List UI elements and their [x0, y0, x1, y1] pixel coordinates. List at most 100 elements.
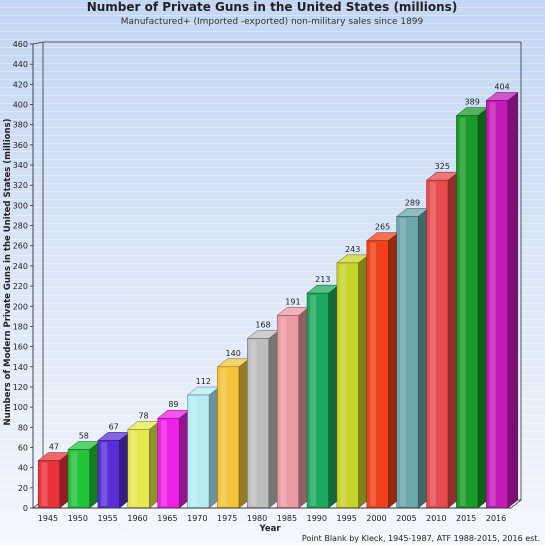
data-label: 265: [375, 223, 390, 232]
x-tick-label: 1975: [217, 514, 237, 523]
chart-subtitle: Manufactured+ (Imported -exported) non-m…: [121, 17, 424, 27]
y-tick-label: 120: [13, 383, 28, 392]
bar-1990: 213: [306, 275, 340, 509]
y-axis-ticks: 0 20 40 60 80 100 120 140 160 180 200 220 240 260 280 3…: [13, 40, 33, 513]
source-note: Point Blank by Kleck, 1945-1987, ATF 198…: [302, 534, 540, 543]
x-tick-label: 1955: [98, 514, 118, 523]
bar-highlight: [370, 242, 377, 506]
y-tick-label: 60: [18, 443, 28, 452]
bar-highlight: [429, 182, 436, 506]
bar-highlight: [190, 397, 197, 506]
y-tick-label: 0: [23, 504, 28, 513]
bar-highlight: [41, 462, 48, 506]
bar-highlight: [489, 102, 496, 507]
data-label: 243: [345, 245, 360, 254]
data-label: 89: [168, 400, 178, 409]
y-tick-label: 360: [13, 141, 28, 150]
bar-1975: 140: [216, 349, 250, 509]
bar-highlight: [220, 368, 227, 506]
y-tick-label: 400: [13, 101, 28, 110]
y-tick-label: 280: [13, 222, 28, 231]
data-label: 389: [465, 98, 480, 107]
x-tick-label: 1965: [157, 514, 177, 523]
bar-highlight: [280, 317, 287, 506]
y-tick-label: 20: [18, 484, 28, 493]
y-tick-label: 80: [18, 423, 28, 432]
data-label: 289: [405, 198, 420, 207]
y-tick-label: 380: [13, 121, 28, 130]
y-tick-label: 200: [13, 302, 28, 311]
bar-2010: 325: [425, 162, 459, 509]
y-tick-label: 40: [18, 464, 28, 473]
data-label: 47: [49, 443, 59, 452]
data-label: 140: [226, 349, 241, 358]
bar-1955: 67: [97, 422, 131, 509]
data-label: 213: [315, 275, 330, 284]
bar-highlight: [399, 218, 406, 507]
x-tick-label: 1985: [277, 514, 297, 523]
bar-side: [507, 91, 519, 509]
x-tick-label: 1970: [187, 514, 207, 523]
data-label: 58: [79, 431, 89, 440]
bar-2000: 265: [366, 223, 400, 509]
x-tick-label: 2015: [456, 514, 476, 523]
bar-1970: 112: [186, 377, 220, 509]
x-tick-label: 2005: [396, 514, 416, 523]
data-label: 191: [285, 297, 300, 306]
y-tick-label: 160: [13, 343, 28, 352]
y-tick-label: 240: [13, 262, 28, 271]
bar-highlight: [101, 442, 108, 506]
data-label: 67: [109, 422, 119, 431]
x-tick-label: 1980: [247, 514, 267, 523]
data-label: 112: [196, 377, 211, 386]
y-tick-label: 140: [13, 363, 28, 372]
x-tick-label: 1995: [337, 514, 357, 523]
x-tick-label: 1950: [68, 514, 88, 523]
bar-2016: 404: [485, 82, 519, 509]
data-label: 168: [255, 321, 270, 330]
bar-2015: 389: [455, 98, 489, 509]
y-axis-label: Numbers of Modern Private Guns in the Un…: [3, 118, 13, 425]
bar-1980: 168: [246, 321, 280, 509]
bar-highlight: [160, 420, 167, 506]
x-tick-label: 1945: [38, 514, 58, 523]
bar-highlight: [310, 295, 317, 506]
bar-1960: 78: [127, 411, 161, 509]
x-axis-ticks: 1945 1950 1955 1960 1965 1970 1975 1980 1985 1990…: [38, 514, 506, 523]
bar-1950: 58: [67, 431, 101, 509]
bar-1985: 191: [276, 297, 310, 509]
x-axis-label: Year: [258, 524, 281, 534]
x-tick-label: 1990: [307, 514, 327, 523]
x-tick-label: 2010: [426, 514, 446, 523]
bar-highlight: [250, 340, 257, 506]
data-label: 404: [494, 82, 509, 91]
x-tick-label: 2016: [486, 514, 506, 523]
bar-highlight: [71, 451, 78, 506]
data-label: 325: [435, 162, 450, 171]
x-tick-label: 1960: [127, 514, 147, 523]
bar-highlight: [459, 117, 466, 506]
y-tick-label: 180: [13, 322, 28, 331]
y-tick-label: 440: [13, 60, 28, 69]
left-wall-top-edge: [32, 41, 44, 45]
bar-2005: 289: [395, 198, 429, 509]
bar-1965: 89: [156, 400, 190, 509]
y-tick-label: 300: [13, 201, 28, 210]
x-tick-label: 2000: [366, 514, 386, 523]
data-label: 78: [138, 411, 148, 420]
bar-1995: 243: [336, 245, 370, 509]
chart-title: Number of Private Guns in the United Sta…: [87, 0, 458, 14]
y-tick-label: 220: [13, 282, 28, 291]
bars: 47 58 67 78 89 112 140 168 191 213 243 265 289 325 389…: [37, 82, 519, 509]
y-tick-label: 340: [13, 161, 28, 170]
y-tick-label: 460: [13, 40, 28, 49]
y-tick-label: 320: [13, 181, 28, 190]
bar-1945: 47: [37, 443, 71, 509]
y-tick-label: 420: [13, 80, 28, 89]
bar-highlight: [131, 431, 138, 506]
y-tick-label: 100: [13, 403, 28, 412]
bar-highlight: [340, 264, 347, 506]
y-tick-label: 260: [13, 242, 28, 251]
